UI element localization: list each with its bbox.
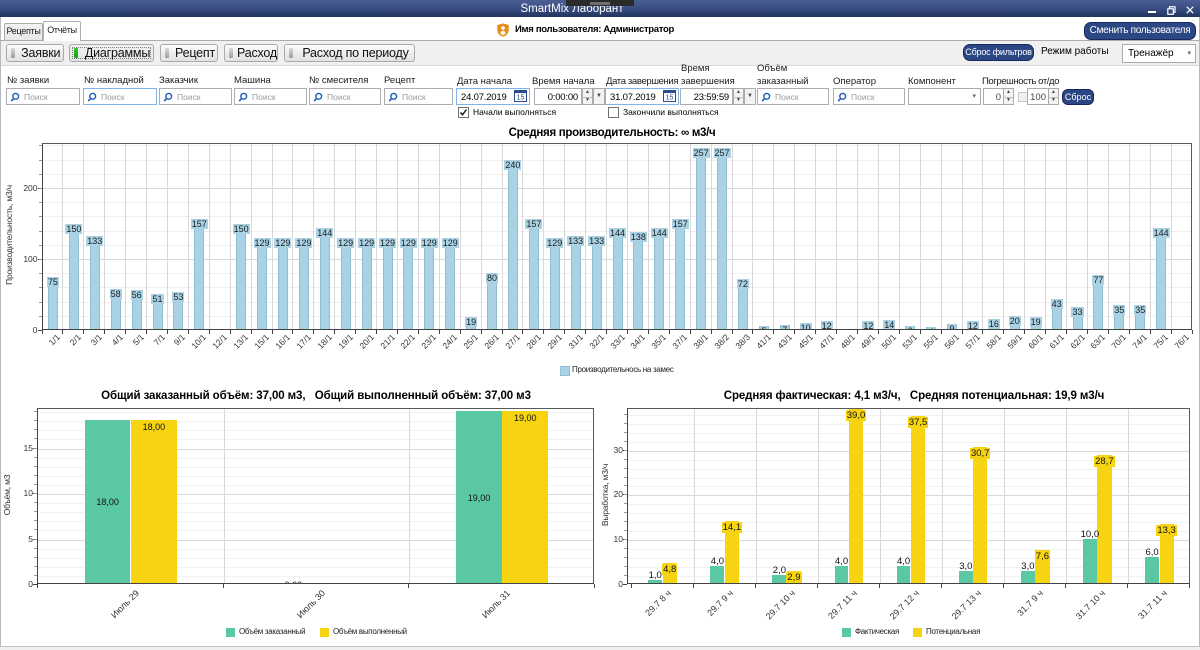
svg-text:15: 15	[517, 95, 525, 102]
svg-text:15: 15	[666, 95, 674, 102]
